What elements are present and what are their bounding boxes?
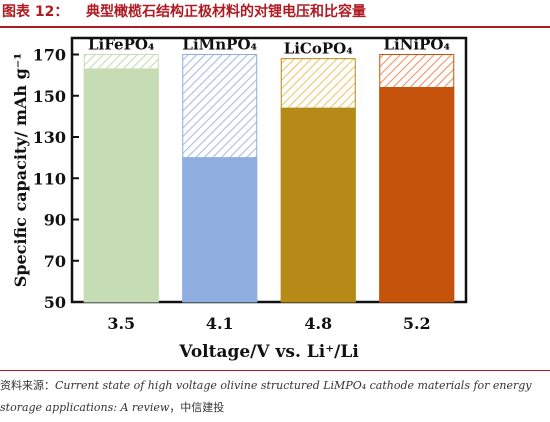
y-tick-label: 70 bbox=[44, 252, 66, 271]
figure-number: 图表 12： bbox=[2, 4, 69, 20]
y-tick-label: 170 bbox=[33, 46, 66, 65]
y-tick-label: 150 bbox=[33, 87, 66, 106]
source-tail: ，中信建投 bbox=[169, 401, 225, 414]
bar-chart: 50 70 90 110 130 150 170 LiFePO₄ 3.5 LiMnPO₄ 4.1 Li… bbox=[11, 36, 468, 362]
x-axis-title: Voltage/V vs. Li⁺/Li bbox=[178, 342, 359, 362]
x-tick-label: 4.1 bbox=[206, 314, 234, 333]
plot-area: 50 70 90 110 130 150 170 LiFePO₄ 3.5 LiMnPO₄ 4.1 Li… bbox=[11, 36, 468, 362]
y-tick-label: 90 bbox=[44, 211, 66, 230]
figure-header: 图表 12： 典型橄榄石结构正极材料的对锂电压和比容量 bbox=[0, 0, 550, 28]
y-axis-title: Specific capacity/ mAh g⁻¹ bbox=[11, 53, 30, 287]
source-lead: 资料来源： bbox=[0, 379, 55, 392]
bar-label: LiNiPO₄ bbox=[383, 36, 450, 54]
bar bbox=[379, 87, 455, 303]
figure-title: 典型橄榄石结构正极材料的对锂电压和比容量 bbox=[86, 4, 366, 20]
plot-frame bbox=[70, 36, 468, 304]
y-tick-label: 50 bbox=[44, 293, 66, 312]
bar-label: LiMnPO₄ bbox=[182, 36, 257, 54]
bar bbox=[182, 157, 258, 303]
source-note: 资料来源：Current state of high voltage olivi… bbox=[0, 370, 550, 419]
bar-label: LiCoPO₄ bbox=[284, 40, 354, 58]
bar bbox=[83, 68, 159, 303]
y-tick-label: 110 bbox=[33, 169, 66, 188]
y-tick-label: 130 bbox=[33, 128, 66, 147]
x-tick-label: 5.2 bbox=[403, 314, 431, 333]
bar-label: LiFePO₄ bbox=[88, 36, 155, 54]
x-tick-label: 4.8 bbox=[304, 314, 332, 333]
source-reference: Current state of high voltage olivine st… bbox=[0, 379, 532, 414]
bar bbox=[280, 107, 356, 303]
x-tick-label: 3.5 bbox=[107, 314, 135, 333]
